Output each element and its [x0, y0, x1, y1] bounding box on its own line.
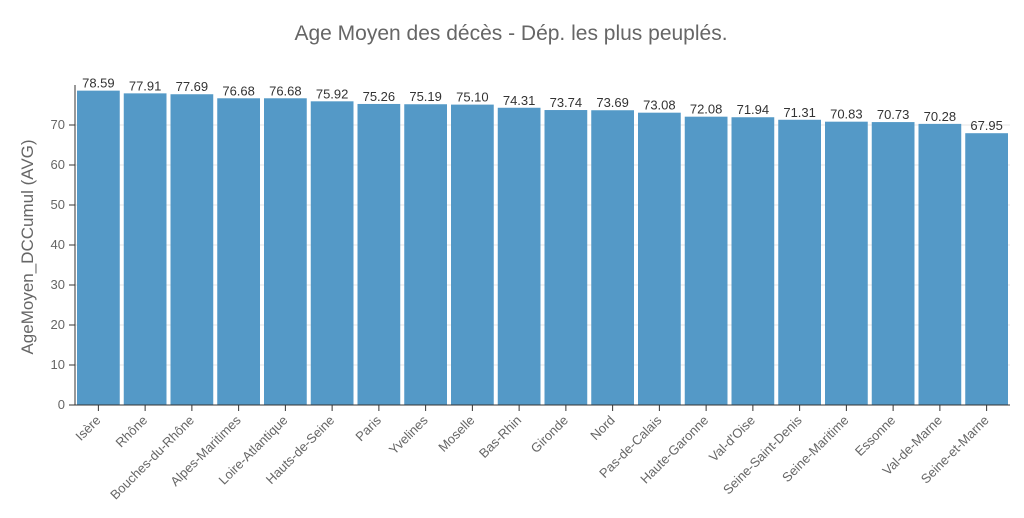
y-tick-label: 60: [51, 157, 65, 172]
bar: [451, 104, 494, 405]
value-label: 74.31: [503, 93, 536, 108]
bar: [497, 107, 541, 405]
value-label: 75.26: [363, 89, 396, 104]
value-label: 73.69: [596, 95, 629, 110]
bar: [965, 133, 1008, 405]
y-tick-label: 10: [51, 357, 65, 372]
value-label: 75.92: [316, 86, 349, 101]
y-tick-label: 50: [51, 197, 65, 212]
bar: [310, 101, 354, 405]
value-label: 72.08: [690, 102, 723, 117]
y-tick-label: 0: [58, 397, 65, 412]
x-tick-label: Essonne: [852, 413, 898, 459]
x-tick-label: Paris: [352, 412, 384, 444]
value-label: 75.19: [409, 89, 442, 104]
bar: [217, 98, 260, 405]
value-label: 77.69: [176, 79, 209, 94]
value-label: 71.94: [737, 102, 770, 117]
bar: [684, 116, 728, 406]
value-label: 76.68: [269, 83, 302, 98]
x-tick-label: Rhône: [113, 413, 151, 451]
value-label: 73.74: [550, 95, 583, 110]
x-tick-label: Isère: [72, 413, 103, 444]
bar: [638, 112, 681, 406]
value-label: 71.31: [783, 105, 816, 120]
bar: [871, 122, 915, 405]
y-tick-label: 40: [51, 237, 65, 252]
x-tick-label: Nord: [587, 413, 618, 444]
x-tick-label: Moselle: [435, 413, 477, 455]
value-label: 70.83: [830, 107, 863, 122]
value-label: 76.68: [222, 83, 255, 98]
bar: [825, 121, 868, 406]
value-label: 75.10: [456, 90, 489, 105]
bar: [731, 117, 775, 406]
axes: [69, 85, 1010, 411]
bar: [264, 98, 307, 405]
bar: [77, 90, 120, 405]
bar: [123, 93, 167, 406]
bar: [918, 123, 962, 405]
x-tick-label: Bouches-du-Rhône: [107, 413, 197, 503]
value-label: 78.59: [82, 76, 115, 91]
y-tick-label: 20: [51, 317, 65, 332]
bar: [591, 110, 634, 406]
value-label: 70.73: [877, 107, 910, 122]
x-tick-label: Seine-Saint-Denis: [720, 412, 805, 497]
gridlines: [75, 124, 1010, 406]
chart-title: Age Moyen des décès - Dép. les plus peup…: [294, 22, 727, 45]
x-tick-label: Gironde: [528, 413, 571, 456]
bars: [77, 90, 1008, 406]
x-tick-label: Bas-Rhin: [476, 413, 524, 461]
bar: [778, 119, 821, 405]
value-label: 77.91: [129, 78, 162, 93]
y-tick-label: 30: [51, 277, 65, 292]
bar: [404, 104, 447, 406]
value-label: 70.28: [924, 109, 957, 124]
bar: [544, 110, 588, 405]
bar: [170, 94, 214, 406]
y-tick-label: 70: [51, 117, 65, 132]
value-label: 67.95: [970, 118, 1003, 133]
x-tick-label: Yvelines: [386, 412, 431, 457]
bar: [357, 103, 401, 406]
y-axis-label: AgeMoyen_DCCumul (AVG): [18, 139, 37, 354]
value-label: 73.08: [643, 98, 676, 113]
